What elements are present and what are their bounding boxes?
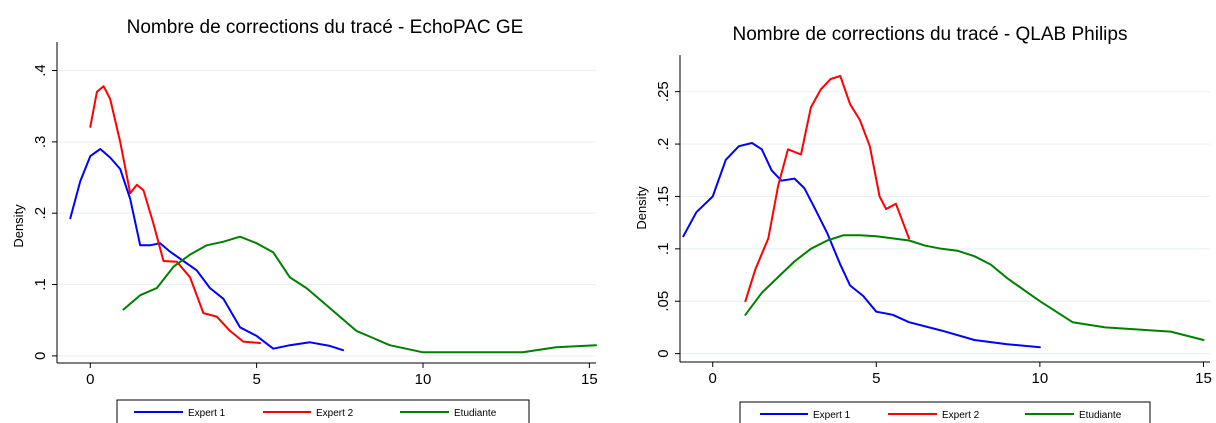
y-axis-label: Density bbox=[11, 204, 26, 248]
legend-label-expert-1: Expert 1 bbox=[188, 408, 226, 419]
series-line-expert-1 bbox=[69, 148, 345, 352]
x-tick-label: 0 bbox=[709, 370, 717, 387]
x-tick-label: 10 bbox=[1032, 370, 1049, 387]
legend-box bbox=[116, 399, 530, 423]
chart-qlab: Nombre de corrections du tracé - QLAB Ph… bbox=[634, 24, 1212, 423]
x-tick-label: 10 bbox=[415, 371, 432, 388]
y-axis-label: Density bbox=[634, 186, 649, 230]
y-tick-label: 0 bbox=[32, 352, 49, 360]
x-tick-label: 15 bbox=[1195, 370, 1212, 387]
legend: Expert 1 Expert 2 Etudiante bbox=[739, 401, 1151, 423]
y-tick-label: .2 bbox=[32, 207, 49, 220]
y-tick-label: .3 bbox=[32, 136, 49, 149]
series-line-expert-1 bbox=[682, 142, 1041, 349]
legend-label-expert-2: Expert 2 bbox=[316, 408, 354, 419]
y-tick-label: .2 bbox=[655, 138, 672, 151]
legend-box bbox=[739, 401, 1151, 423]
x-tick-label: 0 bbox=[86, 371, 94, 388]
legend: Expert 1 Expert 2 Etudiante bbox=[116, 399, 530, 423]
plot-area: 0 .05 .1 .15 .2 .25 0 5 10 15 bbox=[655, 55, 1212, 387]
y-tick-label: .1 bbox=[32, 278, 49, 291]
series-line-expert-2 bbox=[744, 75, 910, 303]
series-line-etudiante bbox=[122, 235, 597, 354]
x-tick-label: 5 bbox=[252, 371, 260, 388]
legend-label-etudiante: Etudiante bbox=[454, 408, 497, 419]
legend-label-expert-2: Expert 2 bbox=[942, 410, 980, 421]
y-tick-label: .15 bbox=[655, 186, 672, 207]
series-line-etudiante bbox=[744, 234, 1205, 341]
y-tick-label: 0 bbox=[655, 349, 672, 357]
y-tick-label: .4 bbox=[32, 64, 49, 77]
legend-label-etudiante: Etudiante bbox=[1079, 410, 1122, 421]
legend-label-expert-1: Expert 1 bbox=[813, 410, 851, 421]
y-tick-label: .25 bbox=[655, 81, 672, 102]
y-tick-label: .05 bbox=[655, 291, 672, 312]
chart-title: Nombre de corrections du tracé - QLAB Ph… bbox=[733, 24, 1128, 45]
chart-title: Nombre de corrections du tracé - EchoPAC… bbox=[127, 17, 524, 38]
x-tick-label: 5 bbox=[872, 370, 880, 387]
y-tick-label: .1 bbox=[655, 243, 672, 256]
x-tick-label: 15 bbox=[581, 371, 598, 388]
chart-echopac: Nombre de corrections du tracé - EchoPAC… bbox=[11, 17, 598, 423]
series-line-expert-2 bbox=[89, 85, 261, 344]
plot-area: 0 .1 .2 .3 .4 0 5 10 15 bbox=[32, 42, 598, 388]
